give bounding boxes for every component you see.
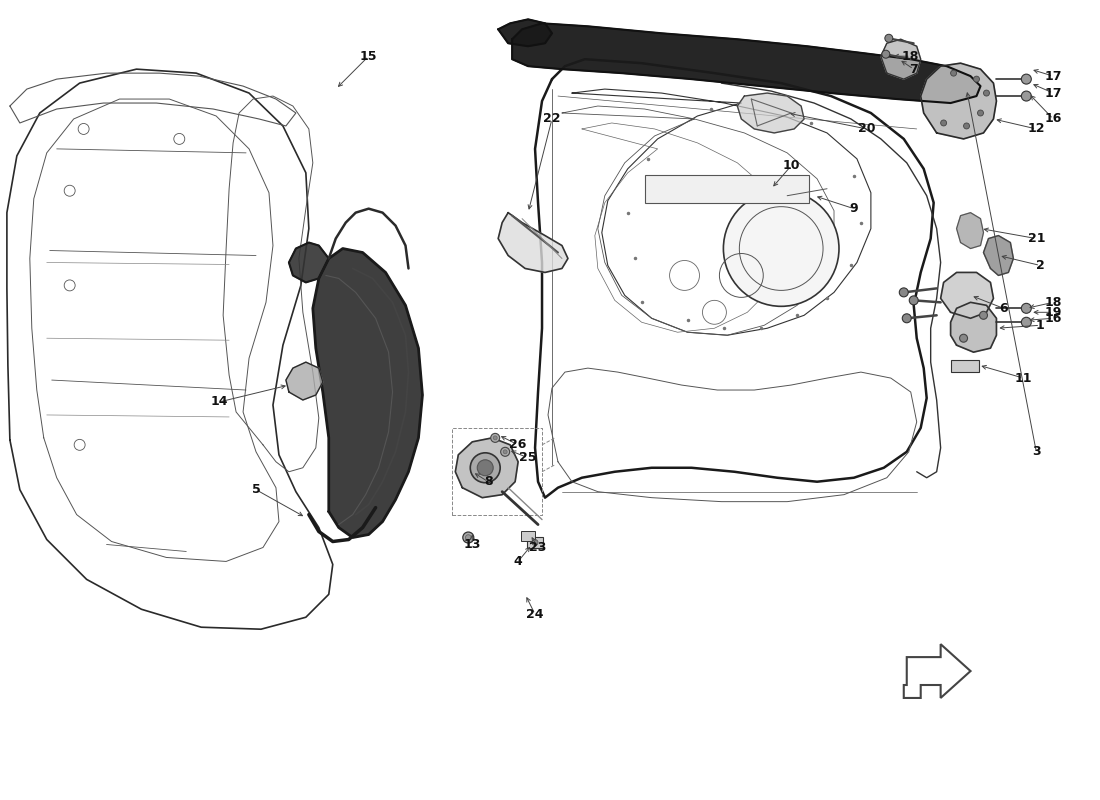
Circle shape bbox=[940, 120, 947, 126]
Circle shape bbox=[503, 450, 507, 454]
Bar bbox=[645, 174, 810, 202]
Text: 17: 17 bbox=[1045, 70, 1062, 82]
Text: 9: 9 bbox=[849, 202, 858, 215]
Polygon shape bbox=[957, 213, 983, 249]
Circle shape bbox=[882, 50, 890, 58]
Circle shape bbox=[491, 434, 499, 442]
Text: 22: 22 bbox=[543, 113, 561, 126]
Polygon shape bbox=[513, 23, 980, 103]
Text: 2: 2 bbox=[1036, 259, 1045, 272]
Circle shape bbox=[910, 296, 918, 305]
Circle shape bbox=[959, 334, 968, 342]
Text: 11: 11 bbox=[1014, 371, 1032, 385]
Text: 3: 3 bbox=[1032, 446, 1041, 458]
Text: 24: 24 bbox=[526, 608, 543, 621]
Text: 1: 1 bbox=[1036, 318, 1045, 332]
Text: 14: 14 bbox=[210, 395, 228, 409]
Polygon shape bbox=[455, 438, 518, 498]
Text: 21: 21 bbox=[1027, 232, 1045, 245]
Text: 10: 10 bbox=[782, 159, 800, 172]
Polygon shape bbox=[498, 19, 552, 46]
Circle shape bbox=[471, 453, 501, 482]
Circle shape bbox=[465, 534, 471, 540]
Text: 18: 18 bbox=[1045, 296, 1062, 309]
Text: 16: 16 bbox=[1045, 312, 1062, 325]
Text: 12: 12 bbox=[1027, 122, 1045, 135]
FancyBboxPatch shape bbox=[521, 530, 535, 541]
Text: 25: 25 bbox=[519, 451, 537, 464]
Text: 19: 19 bbox=[1045, 306, 1062, 319]
Text: 23: 23 bbox=[529, 541, 547, 554]
Polygon shape bbox=[498, 213, 568, 273]
Circle shape bbox=[979, 311, 988, 319]
Polygon shape bbox=[312, 249, 422, 538]
Text: 4: 4 bbox=[514, 555, 522, 568]
Circle shape bbox=[902, 314, 911, 322]
Text: 20: 20 bbox=[858, 122, 876, 135]
Circle shape bbox=[532, 539, 538, 546]
Circle shape bbox=[964, 123, 969, 129]
Text: 13: 13 bbox=[463, 538, 481, 551]
Circle shape bbox=[463, 532, 474, 543]
Text: 26: 26 bbox=[509, 438, 527, 451]
Circle shape bbox=[884, 34, 893, 42]
Text: 18: 18 bbox=[902, 50, 920, 62]
Polygon shape bbox=[904, 644, 970, 698]
Circle shape bbox=[974, 76, 979, 82]
Circle shape bbox=[477, 460, 493, 476]
Text: 8: 8 bbox=[484, 475, 493, 488]
Circle shape bbox=[500, 447, 509, 456]
Text: 6: 6 bbox=[999, 302, 1008, 315]
Text: 17: 17 bbox=[1045, 86, 1062, 99]
Text: 15: 15 bbox=[360, 50, 377, 62]
Polygon shape bbox=[983, 235, 1013, 275]
Polygon shape bbox=[737, 93, 804, 133]
Polygon shape bbox=[286, 362, 322, 400]
Circle shape bbox=[950, 70, 957, 76]
Text: 16: 16 bbox=[1045, 113, 1062, 126]
Circle shape bbox=[983, 90, 990, 96]
Polygon shape bbox=[881, 39, 921, 79]
Polygon shape bbox=[921, 63, 997, 139]
Circle shape bbox=[724, 190, 839, 306]
Circle shape bbox=[1022, 303, 1032, 314]
Polygon shape bbox=[940, 273, 993, 318]
Circle shape bbox=[900, 288, 909, 297]
Bar bbox=[950, 360, 979, 372]
FancyBboxPatch shape bbox=[527, 537, 543, 549]
Text: 5: 5 bbox=[252, 483, 261, 496]
Text: 7: 7 bbox=[910, 62, 918, 76]
Polygon shape bbox=[950, 302, 997, 352]
Circle shape bbox=[978, 110, 983, 116]
Circle shape bbox=[1022, 91, 1032, 101]
Circle shape bbox=[1022, 318, 1032, 327]
Circle shape bbox=[493, 436, 497, 440]
Circle shape bbox=[1022, 74, 1032, 84]
Polygon shape bbox=[289, 242, 329, 282]
